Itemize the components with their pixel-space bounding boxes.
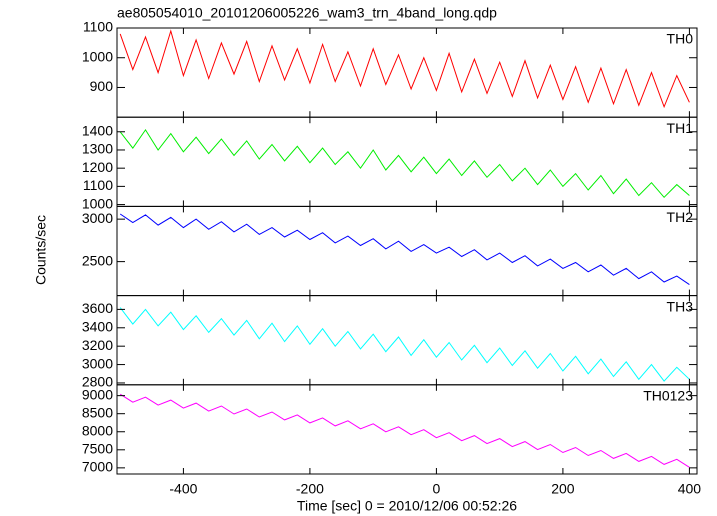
y-tick-label: 2800 [82, 374, 113, 390]
x-tick-label: 0 [433, 481, 441, 497]
y-tick-label: 1100 [83, 177, 113, 193]
y-tick-label: 1400 [82, 122, 113, 138]
y-tick-label: 9000 [82, 386, 113, 402]
y-tick-label: 900 [90, 78, 114, 94]
y-tick-label: 3200 [82, 337, 113, 353]
panel-label: TH0 [667, 31, 694, 47]
panel-frame [116, 116, 698, 207]
panel-frame [116, 205, 698, 297]
y-tick-label: 2500 [82, 252, 113, 268]
y-axis-label: Counts/sec [33, 215, 49, 285]
panel-frame [116, 27, 698, 118]
x-tick-label: -400 [169, 481, 197, 497]
panel-label: TH1 [667, 120, 694, 136]
series-line [119, 213, 690, 286]
panel-label: TH2 [667, 209, 694, 225]
y-tick-label: 8000 [82, 422, 113, 438]
y-tick-label: 1300 [82, 141, 113, 157]
chart-title: ae805054010_20101206005226_wam3_trn_4ban… [117, 5, 497, 21]
y-tick-label: 1000 [82, 48, 113, 64]
y-tick-label: 1000 [82, 195, 113, 211]
y-tick-label: 3000 [82, 210, 113, 226]
series-line [119, 393, 690, 468]
panel-label: TH3 [667, 298, 694, 314]
panel-frame [116, 384, 698, 475]
x-tick-label: 200 [551, 481, 575, 497]
y-tick-label: 3000 [82, 355, 113, 371]
series-line [119, 29, 690, 109]
y-tick-label: 3600 [82, 300, 113, 316]
y-tick-label: 3400 [82, 318, 113, 334]
x-tick-label: -200 [296, 481, 324, 497]
y-tick-label: 7500 [82, 441, 113, 457]
panel-label: TH0123 [643, 388, 693, 404]
y-tick-label: 1200 [82, 159, 113, 175]
y-tick-label: 8500 [82, 404, 113, 420]
series-line [119, 307, 690, 382]
series-line [119, 128, 690, 199]
x-tick-label: 400 [678, 481, 702, 497]
y-tick-label: 7000 [82, 459, 113, 475]
x-axis-label: Time [sec] 0 = 2010/12/06 00:52:26 [297, 498, 517, 514]
y-tick-label: 1100 [83, 19, 113, 35]
